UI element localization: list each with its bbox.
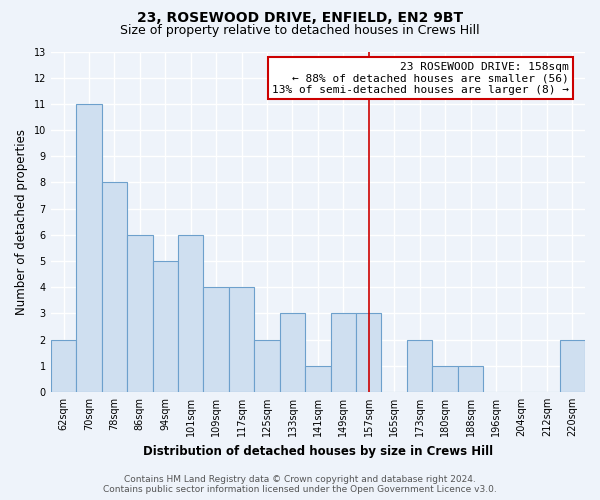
- Bar: [305, 366, 331, 392]
- Bar: [458, 366, 483, 392]
- Bar: [280, 314, 305, 392]
- Bar: [331, 314, 356, 392]
- X-axis label: Distribution of detached houses by size in Crews Hill: Distribution of detached houses by size …: [143, 444, 493, 458]
- Y-axis label: Number of detached properties: Number of detached properties: [15, 128, 28, 314]
- Bar: [407, 340, 433, 392]
- Bar: [101, 182, 127, 392]
- Text: 23 ROSEWOOD DRIVE: 158sqm
← 88% of detached houses are smaller (56)
13% of semi-: 23 ROSEWOOD DRIVE: 158sqm ← 88% of detac…: [272, 62, 569, 95]
- Bar: [76, 104, 101, 392]
- Bar: [356, 314, 382, 392]
- Bar: [127, 235, 152, 392]
- Text: Size of property relative to detached houses in Crews Hill: Size of property relative to detached ho…: [120, 24, 480, 37]
- Bar: [229, 287, 254, 392]
- Text: Contains HM Land Registry data © Crown copyright and database right 2024.
Contai: Contains HM Land Registry data © Crown c…: [103, 474, 497, 494]
- Bar: [178, 235, 203, 392]
- Bar: [203, 287, 229, 392]
- Bar: [51, 340, 76, 392]
- Bar: [152, 261, 178, 392]
- Bar: [433, 366, 458, 392]
- Text: 23, ROSEWOOD DRIVE, ENFIELD, EN2 9BT: 23, ROSEWOOD DRIVE, ENFIELD, EN2 9BT: [137, 11, 463, 25]
- Bar: [254, 340, 280, 392]
- Bar: [560, 340, 585, 392]
